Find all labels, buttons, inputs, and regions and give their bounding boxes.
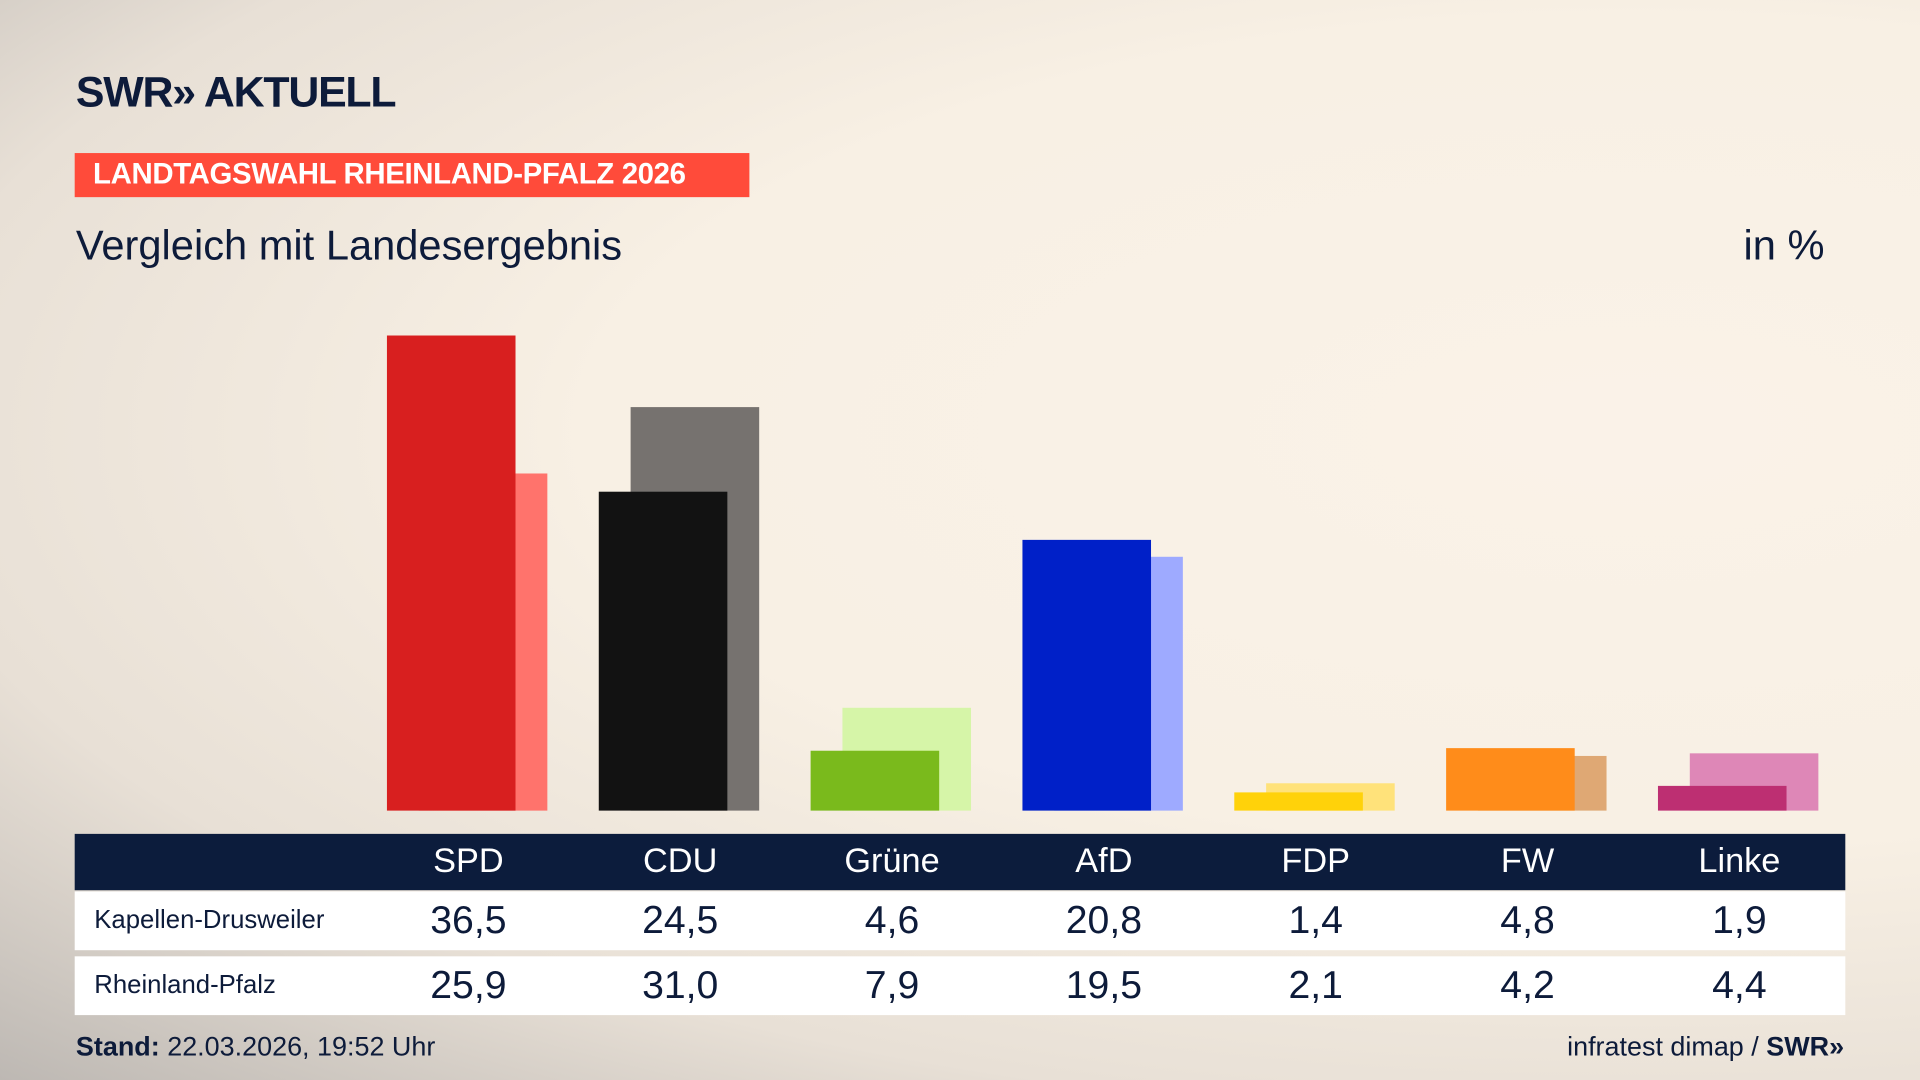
value-cell: 4,2 [1500, 962, 1555, 1007]
value-cell: 4,8 [1500, 897, 1555, 942]
column-header: Linke [1698, 841, 1781, 880]
column-header: FDP [1281, 841, 1351, 880]
timestamp: Stand: 22.03.2026, 19:52 Uhr [76, 1031, 435, 1063]
value-cell: 7,9 [864, 962, 920, 1007]
value-cell: 1,9 [1712, 897, 1767, 942]
column-header: AfD [1075, 841, 1133, 880]
bar-cdu-local [598, 491, 728, 811]
bar-afd-local [1022, 539, 1152, 811]
table-header: SPD CDU Grüne AfD FDP FW Linke [74, 833, 1846, 891]
source-name: infratest dimap [1567, 1031, 1744, 1062]
value-cell: 36,5 [430, 897, 507, 942]
bar-fdp-local [1234, 792, 1363, 811]
value-cell: 25,9 [430, 962, 507, 1007]
stand-label: Stand: [75, 1031, 160, 1062]
value-cell: 31,0 [642, 962, 719, 1007]
value-cell: 4,4 [1712, 962, 1767, 1007]
column-header: FW [1500, 841, 1555, 880]
value-cell: 19,5 [1065, 962, 1143, 1007]
unit-label: in % [1743, 222, 1825, 270]
bar-grüne-local [810, 750, 940, 811]
table-row: Kapellen-Drusweiler 36,5 24,5 4,6 20,8 1,4 4,… [74, 891, 1846, 951]
bar-fw-local [1446, 748, 1575, 811]
value-cell: 20,8 [1065, 897, 1143, 942]
row-label: Kapellen-Drusweiler [94, 906, 325, 935]
table-row: Rheinland-Pfalz 25,9 31,0 7,9 19,5 2,1 4,2 4,4 [74, 956, 1846, 1016]
row-label: Rheinland-Pfalz [94, 971, 276, 1000]
value-cell: 1,4 [1288, 897, 1343, 942]
bar-linke-local [1657, 785, 1787, 811]
source-credit: infratest dimap / SWR» [1567, 1031, 1844, 1063]
value-cell: 2,1 [1288, 962, 1343, 1007]
value-cell: 24,5 [642, 897, 719, 942]
swr-logo: SWR» [1766, 1031, 1845, 1062]
column-header: CDU [643, 841, 718, 880]
swr-aktuell-logo: SWR» AKTUELL [75, 68, 397, 117]
separator: / [1743, 1031, 1767, 1062]
chart-subtitle: Vergleich mit Landesergebnis [75, 222, 623, 270]
election-tag: LANDTAGSWAHL RHEINLAND-PFALZ 2026 [74, 153, 750, 198]
column-header: Grüne [844, 841, 940, 880]
value-cell: 4,6 [864, 897, 920, 942]
column-header: SPD [433, 841, 504, 880]
bar-spd-local [386, 335, 516, 811]
stand-value: 22.03.2026, 19:52 Uhr [159, 1031, 436, 1062]
